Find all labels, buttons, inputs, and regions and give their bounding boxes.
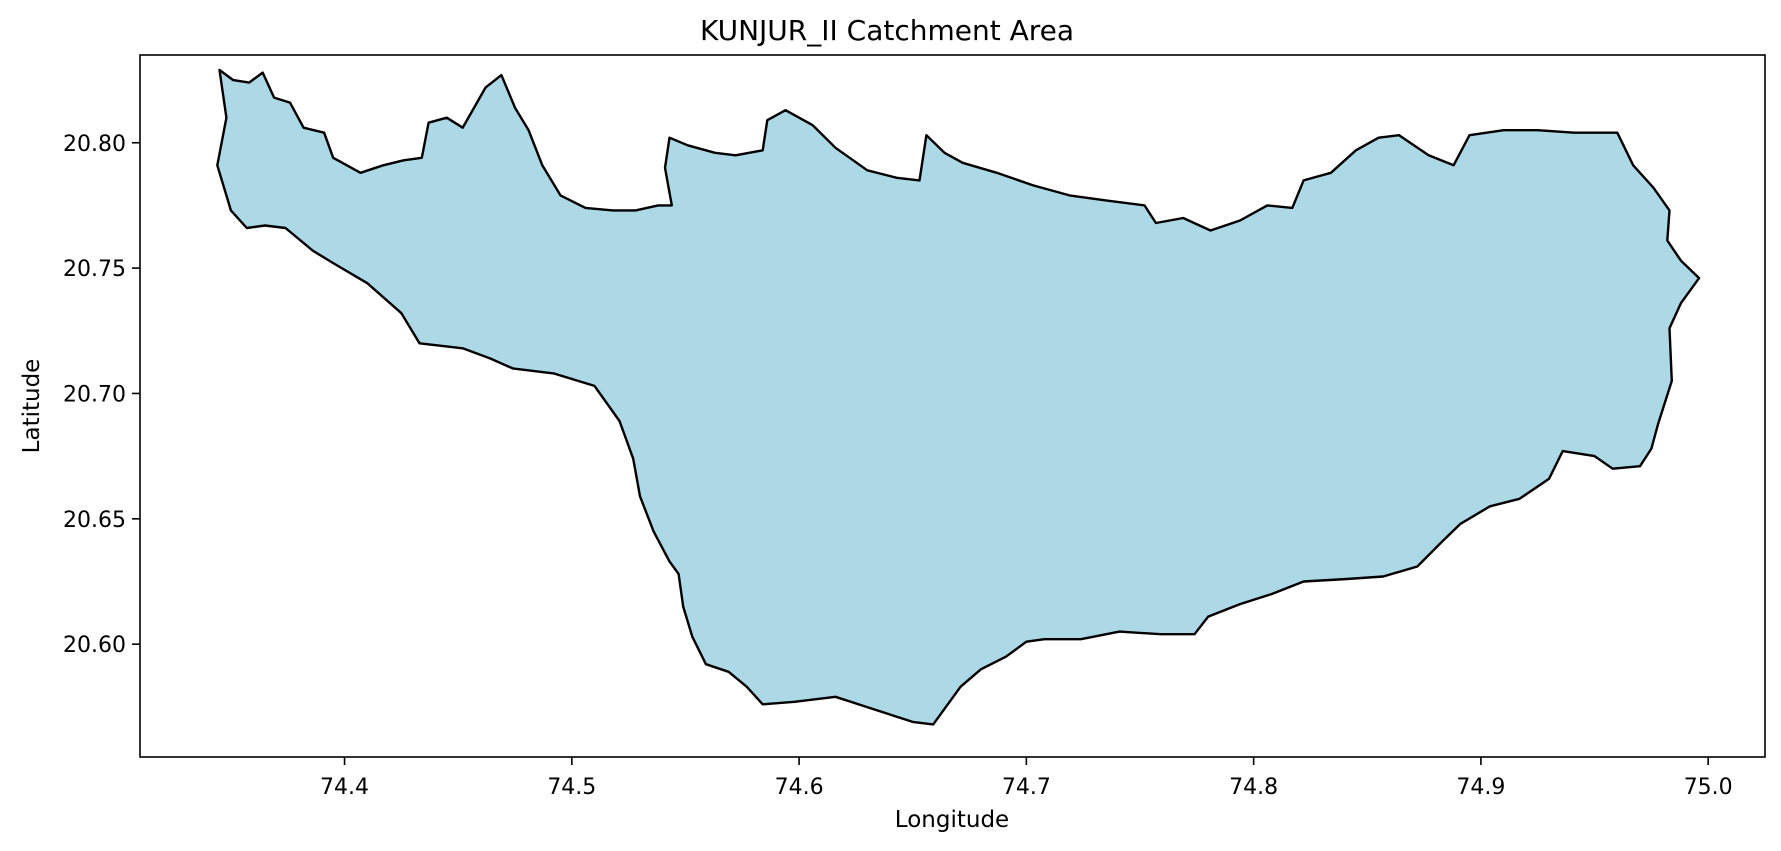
y-axis-label: Latitude <box>19 359 45 454</box>
x-tick-label: 74.5 <box>547 775 596 800</box>
x-tick-label: 75.0 <box>1684 775 1733 800</box>
x-tick-label: 74.8 <box>1229 775 1278 800</box>
x-tick-label: 74.6 <box>775 775 824 800</box>
y-tick-label: 20.75 <box>63 257 126 282</box>
y-tick-label: 20.60 <box>63 633 126 658</box>
y-tick-label: 20.70 <box>63 382 126 407</box>
y-axis: 20.60 20.65 20.70 20.75 20.80 <box>63 132 140 658</box>
plot-area <box>139 54 1766 758</box>
y-tick-label: 20.80 <box>63 132 126 157</box>
y-tick-label: 20.65 <box>63 508 126 533</box>
x-tick-label: 74.9 <box>1456 775 1505 800</box>
x-axis-label: Longitude <box>895 807 1009 833</box>
catchment-polygon <box>216 68 1701 726</box>
x-tick-label: 74.7 <box>1002 775 1051 800</box>
x-tick-label: 74.4 <box>320 775 369 800</box>
x-axis: 74.4 74.5 74.6 74.7 74.8 74.9 75.0 <box>320 757 1733 800</box>
plot-frame <box>139 54 1766 758</box>
chart-title: KUNJUR_II Catchment Area <box>700 14 1074 47</box>
